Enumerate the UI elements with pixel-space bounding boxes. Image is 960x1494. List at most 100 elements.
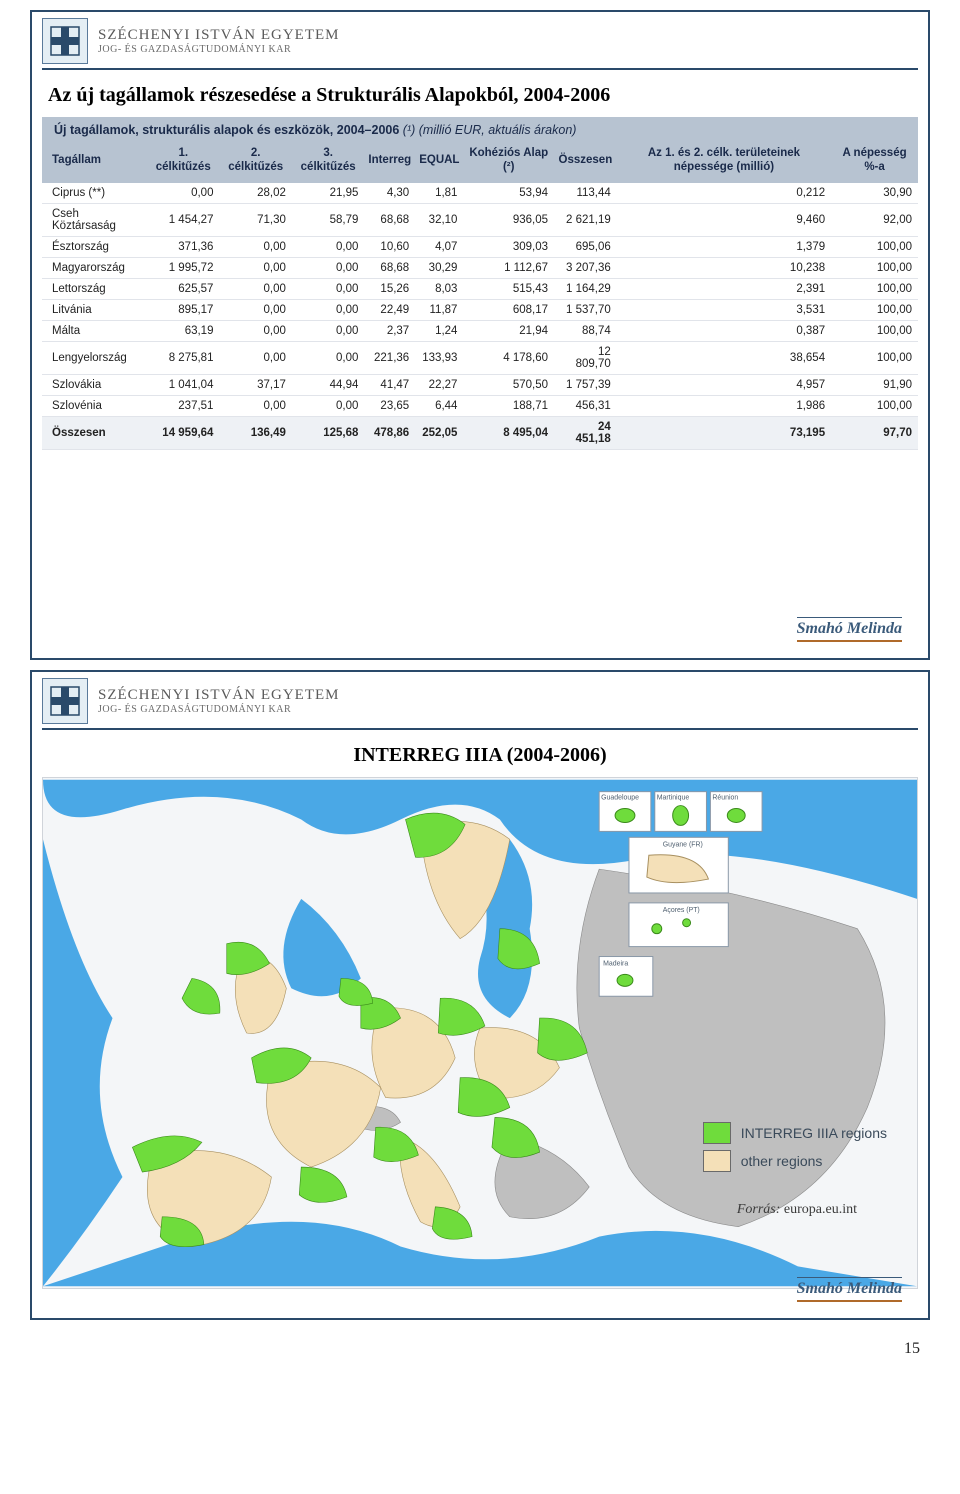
slide-2: SZÉCHENYI ISTVÁN EGYETEM JOG- ÉS GAZDASÁ… <box>30 670 930 1320</box>
column-header: Az 1. és 2. célk. területeinek népessége… <box>617 139 831 183</box>
inset-label-0: Guadeloupe <box>601 795 639 802</box>
table-cell: Málta <box>42 320 147 341</box>
column-header: A népesség %-a <box>831 139 918 183</box>
table-cell: 0,00 <box>219 395 291 416</box>
table-cell: 28,02 <box>219 183 291 204</box>
table-cell: Szlovákia <box>42 374 147 395</box>
table-cell: 3 207,36 <box>554 257 617 278</box>
table-cell: 22,49 <box>364 299 415 320</box>
table-row: Málta63,190,000,002,371,2421,9488,740,38… <box>42 320 918 341</box>
table-cell: 23,65 <box>364 395 415 416</box>
faculty-name: JOG- ÉS GAZDASÁGTUDOMÁNYI KAR <box>98 44 339 55</box>
table-cell: 1 112,67 <box>463 257 554 278</box>
university-text: SZÉCHENYI ISTVÁN EGYETEM JOG- ÉS GAZDASÁ… <box>98 687 339 715</box>
table-cell: 133,93 <box>415 341 463 374</box>
table-cell: 237,51 <box>147 395 219 416</box>
table-cell: 2 621,19 <box>554 203 617 236</box>
table-cell: 0,00 <box>219 236 291 257</box>
table-cell: 895,17 <box>147 299 219 320</box>
legend-item: INTERREG IIIA regions <box>703 1122 887 1144</box>
table-row: Cseh Köztársaság1 454,2771,3058,7968,683… <box>42 203 918 236</box>
table-row: Litvánia895,170,000,0022,4911,87608,171 … <box>42 299 918 320</box>
table-row: Szlovénia237,510,000,0023,656,44188,7145… <box>42 395 918 416</box>
table-cell: 41,47 <box>364 374 415 395</box>
table-cell: 695,06 <box>554 236 617 257</box>
table-caption-unit: (¹) (millió EUR, aktuális árakon) <box>403 123 577 137</box>
column-header: 3. célkitűzés <box>292 139 364 183</box>
column-header: Összesen <box>554 139 617 183</box>
table-cell: 10,60 <box>364 236 415 257</box>
column-header: Kohéziós Alap (²) <box>463 139 554 183</box>
university-name: SZÉCHENYI ISTVÁN EGYETEM <box>98 27 339 44</box>
table-cell: 100,00 <box>831 278 918 299</box>
table-cell: 10,238 <box>617 257 831 278</box>
table-cell: 0,387 <box>617 320 831 341</box>
slide-2-title: INTERREG IIIA (2004-2006) <box>32 730 928 777</box>
table-cell: 100,00 <box>831 299 918 320</box>
map-source: Forrás: europa.eu.int <box>737 1202 857 1218</box>
slide-header: SZÉCHENYI ISTVÁN EGYETEM JOG- ÉS GAZDASÁ… <box>32 672 928 724</box>
structural-funds-table: Tagállam1. célkitűzés2. célkitűzés3. cél… <box>42 139 918 450</box>
column-header: EQUAL <box>415 139 463 183</box>
table-total-cell: 14 959,64 <box>147 416 219 449</box>
table-cell: 21,95 <box>292 183 364 204</box>
slide-header: SZÉCHENYI ISTVÁN EGYETEM JOG- ÉS GAZDASÁ… <box>32 12 928 64</box>
slide-1: SZÉCHENYI ISTVÁN EGYETEM JOG- ÉS GAZDASÁ… <box>30 10 930 660</box>
table-cell: 53,94 <box>463 183 554 204</box>
inset-label-1: Martinique <box>657 795 690 802</box>
table-cell: 0,00 <box>292 236 364 257</box>
table-cell: 2,391 <box>617 278 831 299</box>
author-footer: Smahó Melinda <box>797 1277 902 1302</box>
table-cell: 30,90 <box>831 183 918 204</box>
table-cell: 456,31 <box>554 395 617 416</box>
table-cell: Észtország <box>42 236 147 257</box>
table-cell: 8 275,81 <box>147 341 219 374</box>
source-label: Forrás: <box>737 1202 781 1217</box>
table-cell: 15,26 <box>364 278 415 299</box>
table-cell: 0,00 <box>219 257 291 278</box>
europe-map: Guadeloupe Martinique Réunion Guyane (FR… <box>42 777 918 1289</box>
table-cell: Lengyelország <box>42 341 147 374</box>
table-cell: 1 164,29 <box>554 278 617 299</box>
table-cell: 68,68 <box>364 203 415 236</box>
legend-swatch-icon <box>703 1122 731 1144</box>
table-cell: 4,957 <box>617 374 831 395</box>
table-cell: 371,36 <box>147 236 219 257</box>
university-logo <box>42 678 88 724</box>
table-row: Lettország625,570,000,0015,268,03515,431… <box>42 278 918 299</box>
table-cell: 30,29 <box>415 257 463 278</box>
column-header: Tagállam <box>42 139 147 183</box>
table-cell: 0,00 <box>219 341 291 374</box>
table-body: Ciprus (**)0,0028,0221,954,301,8153,9411… <box>42 183 918 450</box>
legend-label-0: INTERREG IIIA regions <box>741 1125 887 1141</box>
structural-funds-table-wrap: Tagállam1. célkitűzés2. célkitűzés3. cél… <box>42 139 918 450</box>
table-cell: 100,00 <box>831 341 918 374</box>
table-cell: 88,74 <box>554 320 617 341</box>
table-cell: 12 809,70 <box>554 341 617 374</box>
university-text: SZÉCHENYI ISTVÁN EGYETEM JOG- ÉS GAZDASÁ… <box>98 27 339 55</box>
table-cell: 4,30 <box>364 183 415 204</box>
table-cell: 0,212 <box>617 183 831 204</box>
inset-label-5: Madeira <box>603 960 628 967</box>
table-cell: 515,43 <box>463 278 554 299</box>
logo-glyph-icon <box>47 683 83 719</box>
table-cell: 58,79 <box>292 203 364 236</box>
legend-item: other regions <box>703 1150 887 1172</box>
table-cell: 44,94 <box>292 374 364 395</box>
table-total-cell: 73,195 <box>617 416 831 449</box>
legend-label-1: other regions <box>741 1153 823 1169</box>
table-cell: 1 537,70 <box>554 299 617 320</box>
table-cell: 936,05 <box>463 203 554 236</box>
table-cell: Magyarország <box>42 257 147 278</box>
column-header: 2. célkitűzés <box>219 139 291 183</box>
table-cell: 113,44 <box>554 183 617 204</box>
table-cell: 1 454,27 <box>147 203 219 236</box>
table-total-cell: 97,70 <box>831 416 918 449</box>
table-cell: Cseh Köztársaság <box>42 203 147 236</box>
table-cell: 2,37 <box>364 320 415 341</box>
table-cell: 188,71 <box>463 395 554 416</box>
table-cell: 4,07 <box>415 236 463 257</box>
inset-label-2: Réunion <box>712 795 738 802</box>
table-cell: 0,00 <box>292 341 364 374</box>
table-cell: 63,19 <box>147 320 219 341</box>
